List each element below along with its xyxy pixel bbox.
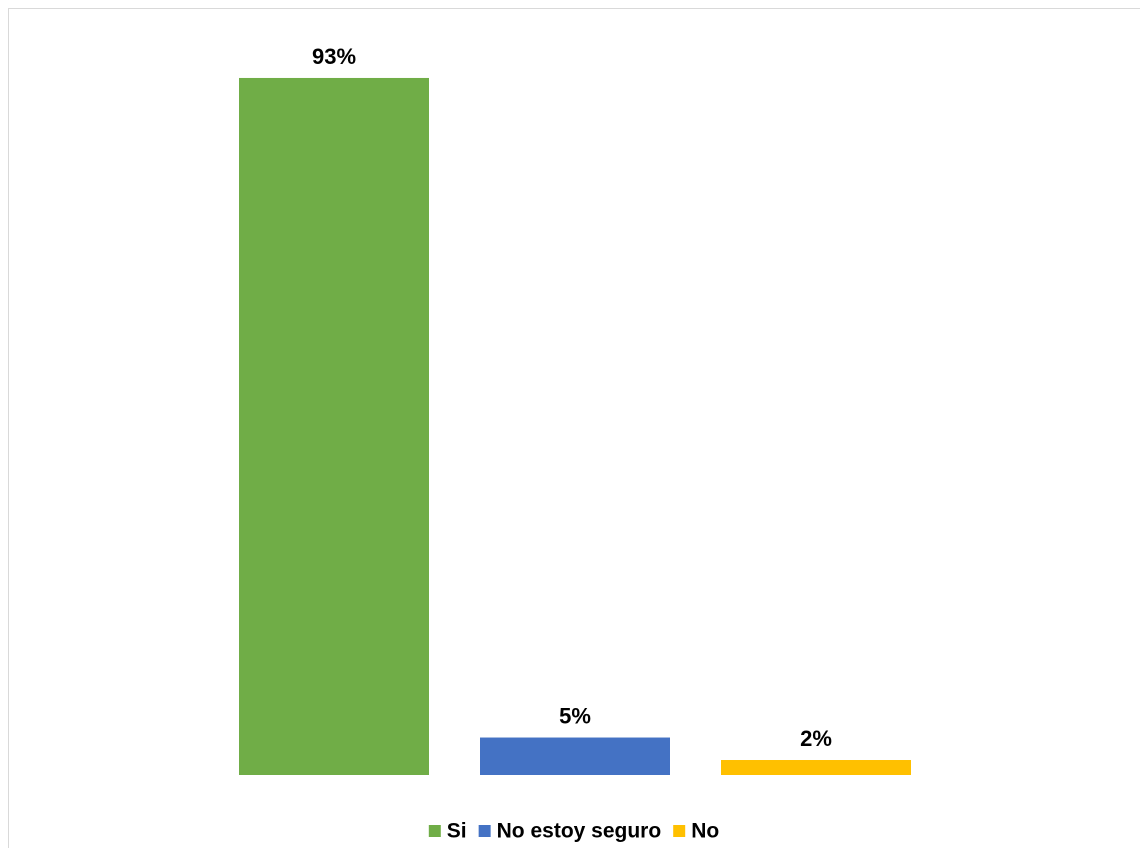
bar (239, 77, 429, 776)
data-label: 2% (800, 726, 832, 751)
legend-swatch (478, 825, 491, 837)
data-label: 5% (559, 703, 591, 728)
legend-label: No estoy seguro (497, 820, 662, 843)
legend-label: No (691, 820, 719, 843)
legend-swatch (673, 825, 686, 837)
chart-border (8, 8, 1140, 848)
bar (480, 737, 670, 775)
legend-swatch (428, 825, 441, 837)
legend-label: Si (447, 820, 467, 843)
bar (721, 760, 911, 775)
data-label: 93% (312, 44, 356, 69)
